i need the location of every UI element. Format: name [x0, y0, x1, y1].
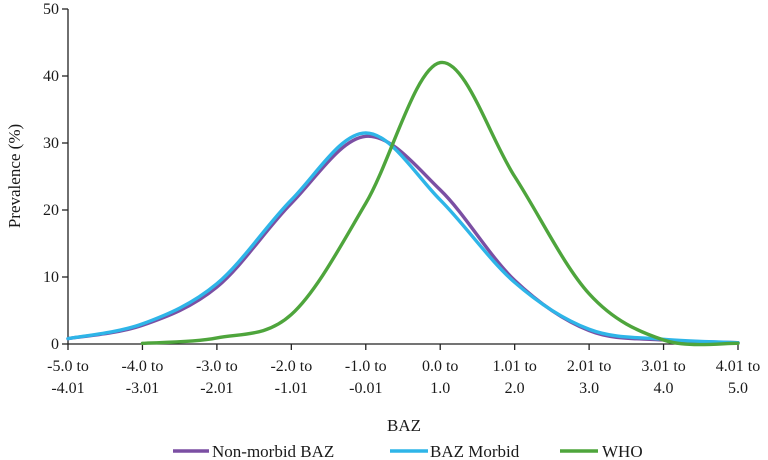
y-tick-label: 0 — [51, 336, 59, 353]
x-tick-label: 4.01 to 5.0 — [716, 358, 760, 397]
x-tick-label: 2.01 to 3.0 — [567, 358, 611, 397]
legend-label: BAZ Morbid — [430, 442, 520, 460]
y-tick-label: 40 — [43, 68, 59, 85]
x-tick-label: 3.01 to 4.0 — [641, 358, 685, 397]
legend-label: Non-morbid BAZ — [212, 442, 334, 460]
x-tick-label: -4.0 to -3.01 — [122, 358, 164, 397]
x-tick-label: 0.0 to 1.0 — [422, 358, 458, 397]
x-tick-label: -5.0 to -4.01 — [47, 358, 89, 397]
series-line-2 — [66, 131, 740, 345]
y-tick-label: 10 — [43, 269, 59, 286]
x-tick-label: -3.0 to -2.01 — [196, 358, 238, 397]
series-line-3 — [140, 60, 740, 347]
x-tick-label: -1.0 to -0.01 — [345, 358, 387, 397]
y-tick-label: 50 — [43, 1, 59, 18]
y-tick-label: 30 — [43, 135, 59, 152]
x-axis-title: BAZ — [387, 416, 421, 435]
legend: Non-morbid BAZ BAZ Morbid WHO — [173, 442, 643, 460]
y-axis-title: Prevalence (%) — [5, 124, 24, 228]
x-tick-label: -2.0 to -1.01 — [270, 358, 312, 397]
x-tick-label: 1.01 to 2.0 — [492, 358, 536, 397]
legend-label: WHO — [602, 442, 643, 460]
y-tick-label: 20 — [43, 202, 59, 219]
series-layer — [66, 60, 740, 347]
x-axis: -5.0 to -4.01 -4.0 to -3.01 -3.0 to -2.01 -2.0… — [47, 343, 760, 397]
y-axis: 0 10 20 30 40 50 — [43, 1, 69, 353]
